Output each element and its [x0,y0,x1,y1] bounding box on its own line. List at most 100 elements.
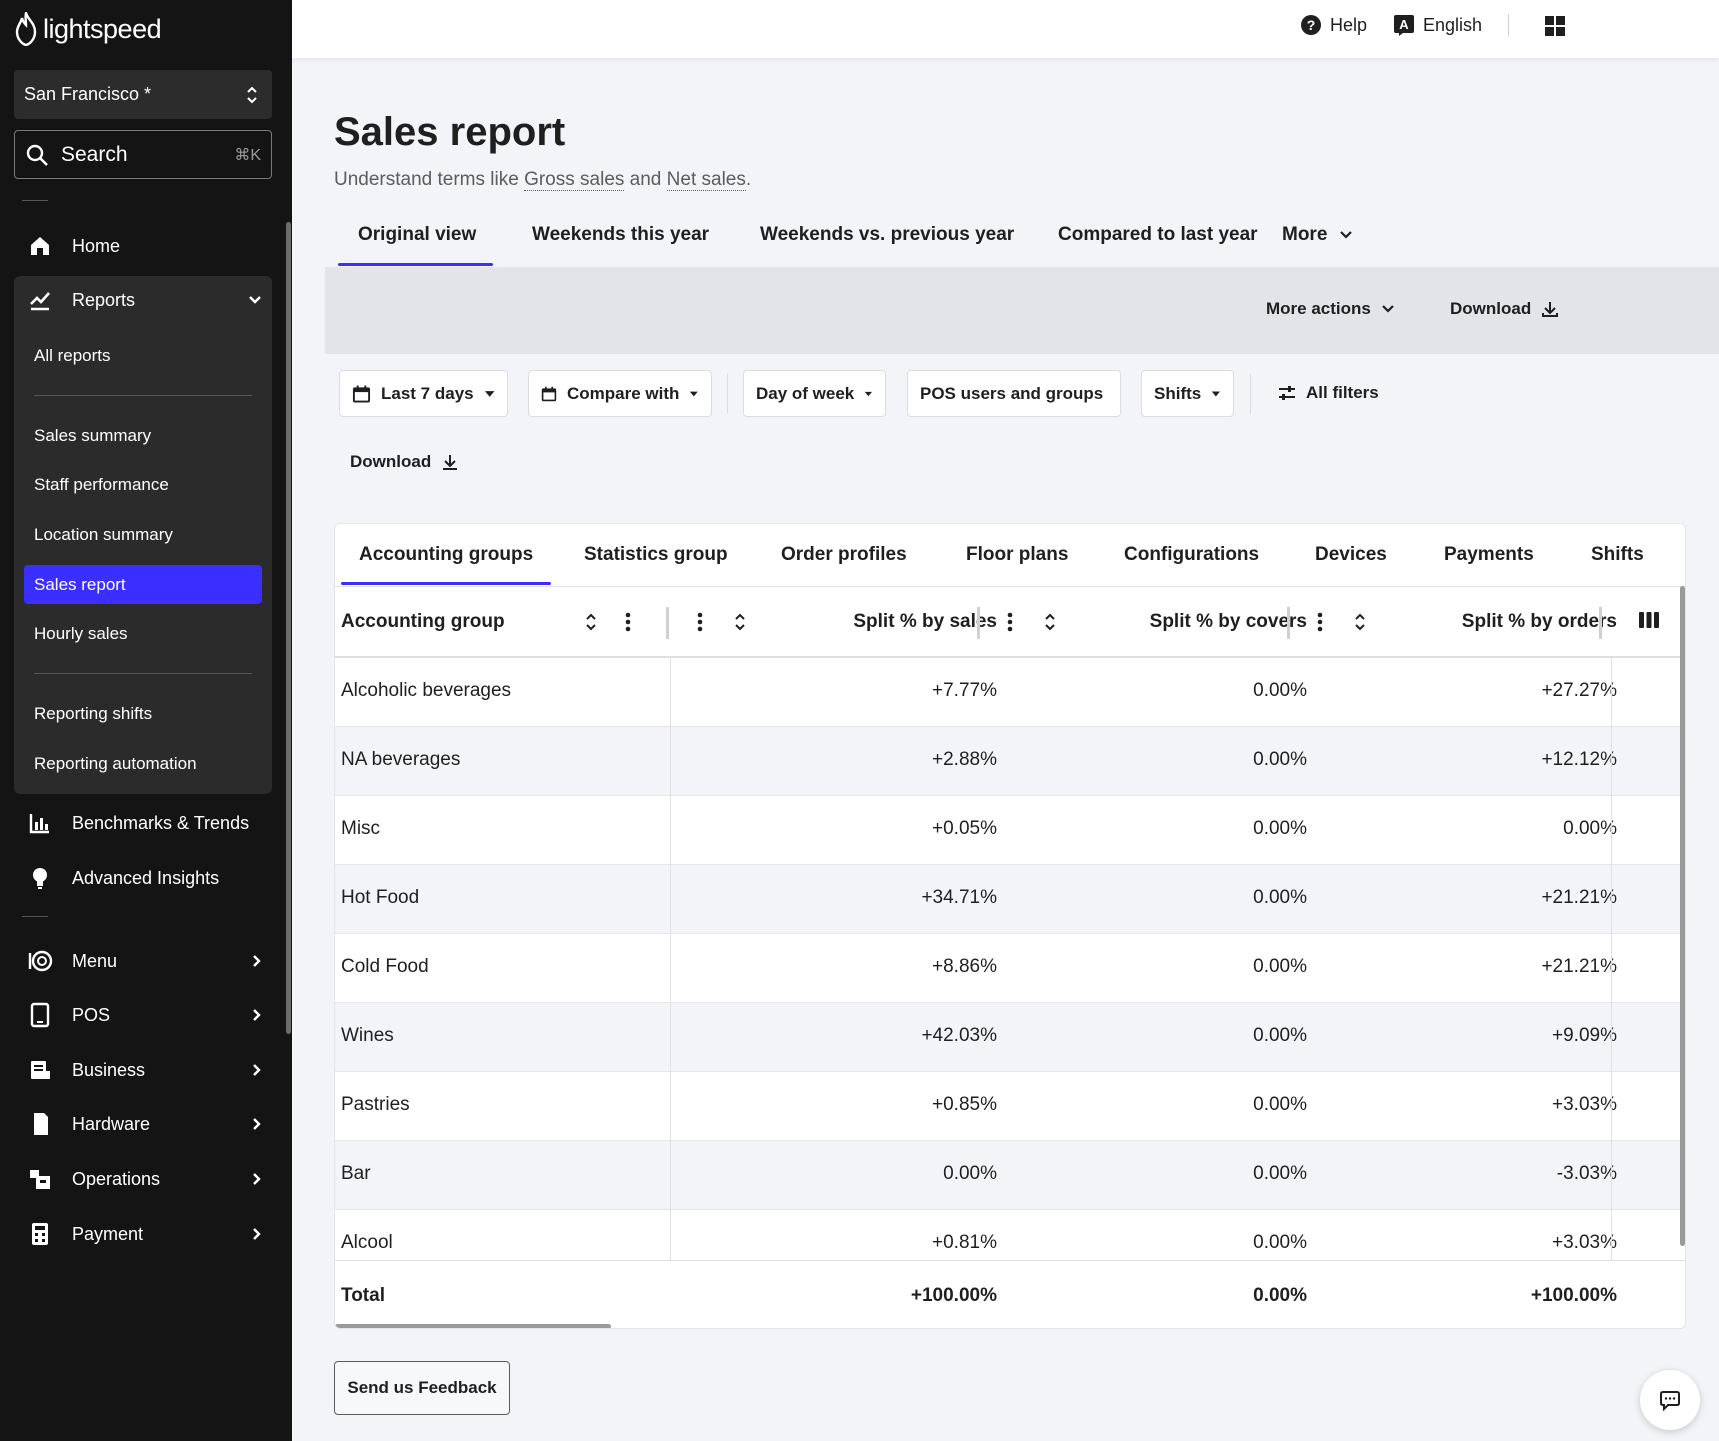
divider [22,200,48,201]
pos-users-filter[interactable]: POS users and groups [907,370,1121,417]
chevron-right-icon [253,955,261,967]
sidebar-item-location-summary[interactable]: Location summary [24,515,262,554]
nav-business[interactable]: Business [14,1044,272,1096]
nav-hardware[interactable]: Hardware [14,1098,272,1150]
sidebar-scrollbar[interactable] [286,222,291,1034]
column-menu-icon[interactable] [1007,611,1013,633]
nav-payment[interactable]: Payment [14,1208,272,1260]
all-filters-button[interactable]: All filters [1278,383,1379,403]
column-header-split-by-covers[interactable]: Split % by covers [1149,611,1307,632]
date-range-filter[interactable]: Last 7 days [339,370,508,417]
column-menu-icon[interactable] [1317,611,1323,633]
tab-weekends-this-year[interactable]: Weekends this year [532,224,710,245]
sidebar-item-staff-performance[interactable]: Staff performance [24,465,262,504]
tab-accounting-groups[interactable]: Accounting groups [359,544,534,565]
sidebar-item-hourly-sales[interactable]: Hourly sales [24,614,262,653]
sort-icon[interactable] [585,611,597,633]
sidebar-item-reporting-shifts[interactable]: Reporting shifts [24,694,262,733]
sort-icon[interactable] [1354,611,1366,633]
column-header-split-by-orders[interactable]: Split % by orders [1461,611,1617,632]
download-label: Download [1450,299,1532,318]
chat-icon [1660,1391,1680,1411]
download-icon [1542,302,1559,317]
tab-original-view[interactable]: Original view [358,224,477,245]
nav-benchmarks-label: Benchmarks & Trends [72,812,250,833]
nav-pos[interactable]: POS [14,989,272,1041]
table-row[interactable]: Bar 0.00% 0.00% -3.03% [335,1141,1685,1210]
column-header-split-by-sales[interactable]: Split % by sales [853,611,997,632]
tab-devices[interactable]: Devices [1315,544,1387,565]
nav-reports[interactable]: Reports [14,274,272,326]
tab-compared-to-last-year[interactable]: Compared to last year [1058,224,1258,245]
app-grid-button[interactable] [1544,15,1566,37]
chevron-right-icon [253,1064,261,1076]
table-row[interactable]: Alcool +0.81% 0.00% +3.03% [335,1210,1685,1260]
subtitle-text: and [624,169,667,190]
column-resize-handle[interactable] [977,607,980,639]
sidebar-item-all-reports[interactable]: All reports [24,336,262,375]
home-icon [26,232,54,260]
sidebar-item-sales-summary[interactable]: Sales summary [24,416,262,455]
tab-shifts[interactable]: Shifts [1591,544,1644,565]
language-label: English [1423,14,1483,35]
nav-advanced-insights-label: Advanced Insights [72,867,220,888]
day-of-week-filter[interactable]: Day of week [743,370,886,417]
sidebar-item-sales-report[interactable]: Sales report [24,565,262,604]
column-resize-handle[interactable] [1287,607,1290,639]
table-row[interactable]: Pastries +0.85% 0.00% +3.03% [335,1072,1685,1141]
nav-benchmarks-trends[interactable]: Benchmarks & Trends [14,797,272,849]
column-menu-icon[interactable] [625,611,631,633]
tab-payments[interactable]: Payments [1444,544,1534,565]
table-row[interactable]: Wines +42.03% 0.00% +9.09% [335,1003,1685,1072]
nav-home[interactable]: Home [14,220,272,272]
top-bar: ? Help A English [292,0,1719,58]
table-row[interactable]: Cold Food +8.86% 0.00% +21.21% [335,934,1685,1003]
cell-accounting-group: Cold Food [341,956,429,977]
cell-split-covers: 0.00% [1253,680,1307,701]
sidebar-item-label: Sales report [34,574,126,594]
download-filters-button[interactable]: Download [350,452,459,472]
search-button[interactable]: Search ⌘K [14,130,272,179]
lightspeed-logo[interactable]: lightspeed [13,12,162,46]
send-feedback-button[interactable]: Send us Feedback [334,1361,510,1415]
gross-sales-term[interactable]: Gross sales [524,169,625,191]
table-row[interactable]: Misc +0.05% 0.00% 0.00% [335,796,1685,865]
more-actions-button[interactable]: More actions [1266,299,1395,319]
tab-statistics-group[interactable]: Statistics group [584,544,728,565]
tab-more[interactable]: More [1282,224,1353,246]
net-sales-term[interactable]: Net sales [666,169,746,191]
vertical-scrollbar[interactable] [1680,586,1685,1246]
table-row[interactable]: Alcoholic beverages +7.77% 0.00% +27.27% [335,658,1685,727]
nav-menu-label: Menu [72,950,118,971]
nav-menu[interactable]: Menu [14,935,272,987]
column-resize-handle[interactable] [666,607,669,639]
tab-floor-plans[interactable]: Floor plans [966,544,1069,565]
columns-icon[interactable] [1638,611,1660,629]
column-menu-icon[interactable] [697,611,703,633]
sort-icon[interactable] [734,611,746,633]
tab-configurations[interactable]: Configurations [1124,544,1260,565]
table-row[interactable]: Hot Food +34.71% 0.00% +21.21% [335,865,1685,934]
column-header-accounting-group[interactable]: Accounting group [341,611,505,632]
chevron-down-icon [249,296,261,304]
svg-text:?: ? [1307,17,1316,33]
table-row[interactable]: NA beverages +2.88% 0.00% +12.12% [335,727,1685,796]
shifts-filter[interactable]: Shifts [1141,370,1234,417]
day-of-week-label: Day of week [756,383,855,403]
sidebar-item-reporting-automation[interactable]: Reporting automation [24,744,262,783]
tab-order-profiles[interactable]: Order profiles [781,544,907,565]
horizontal-scrollbar[interactable] [335,1324,611,1328]
nav-operations[interactable]: Operations [14,1153,272,1205]
nav-advanced-insights[interactable]: Advanced Insights [14,852,272,904]
tab-weekends-vs-previous-year[interactable]: Weekends vs. previous year [760,224,1015,245]
sort-icon[interactable] [1044,611,1056,633]
column-resize-handle[interactable] [1599,607,1602,639]
language-selector[interactable]: A English [1393,14,1482,36]
cell-split-sales: +8.86% [932,956,997,977]
compare-with-filter[interactable]: Compare with [528,370,712,417]
download-button[interactable]: Download [1450,299,1559,319]
page-subtitle: Understand terms like Gross sales and Ne… [334,169,751,191]
location-selector[interactable]: San Francisco * [14,70,272,119]
help-button[interactable]: ? Help [1300,14,1367,36]
chat-button[interactable] [1640,1370,1700,1430]
